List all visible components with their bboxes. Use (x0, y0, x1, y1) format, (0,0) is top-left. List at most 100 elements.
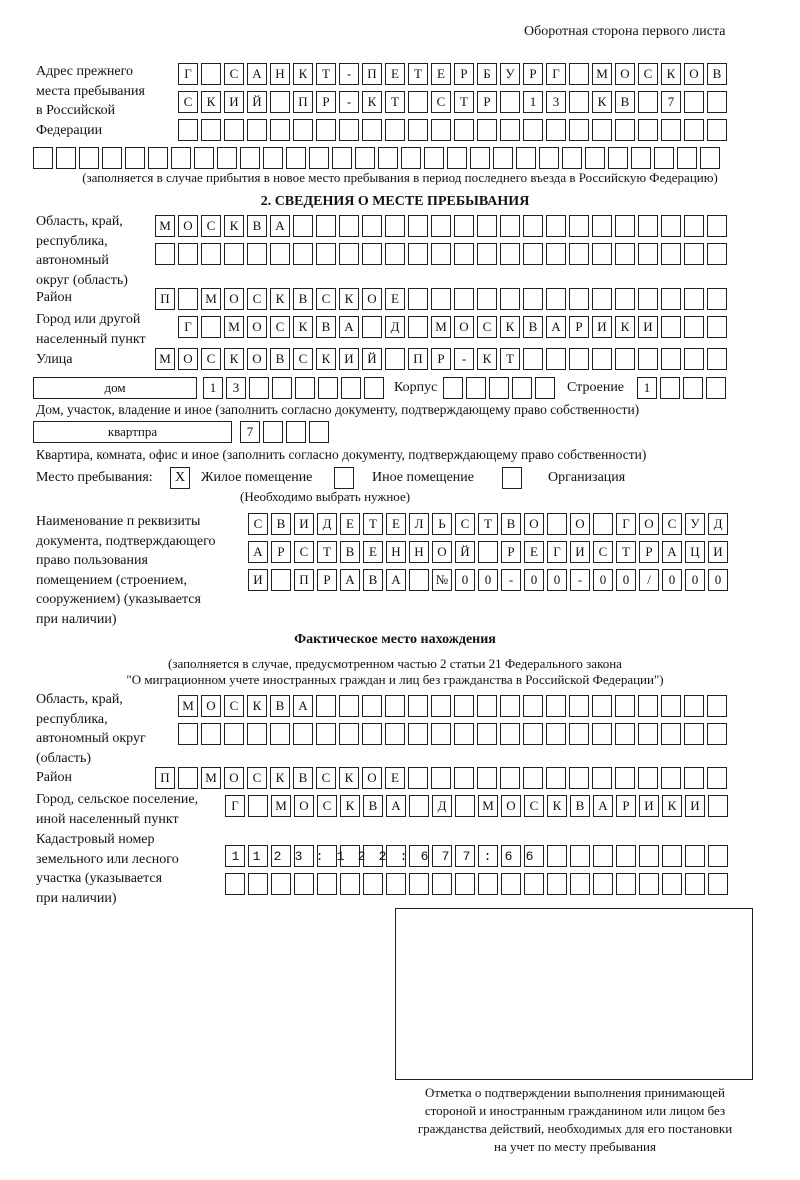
char-cell[interactable] (294, 845, 314, 867)
char-cell[interactable] (615, 288, 635, 310)
char-cell[interactable]: П (155, 767, 175, 789)
char-cell[interactable]: Й (455, 541, 475, 563)
char-cell[interactable] (500, 723, 520, 745)
char-cell[interactable] (408, 723, 428, 745)
char-cell[interactable] (523, 288, 543, 310)
char-cell[interactable]: О (247, 348, 267, 370)
char-cell[interactable]: В (340, 541, 360, 563)
char-cell[interactable] (454, 215, 474, 237)
char-cell[interactable] (615, 215, 635, 237)
char-cell[interactable] (178, 767, 198, 789)
char-cell[interactable] (385, 243, 405, 265)
char-cell[interactable] (615, 767, 635, 789)
char-cell[interactable]: А (270, 215, 290, 237)
char-cell[interactable]: Н (409, 541, 429, 563)
char-cell[interactable]: Е (524, 541, 544, 563)
char-cell[interactable] (454, 695, 474, 717)
char-cell[interactable]: 0 (708, 569, 728, 591)
char-cell[interactable]: С (477, 316, 497, 338)
char-cell[interactable]: О (501, 795, 521, 817)
char-cell[interactable] (569, 215, 589, 237)
char-cell[interactable] (362, 316, 382, 338)
char-cell[interactable] (339, 695, 359, 717)
char-cell[interactable]: Р (523, 63, 543, 85)
char-cell[interactable] (615, 243, 635, 265)
char-cell[interactable]: В (501, 513, 521, 535)
char-cell[interactable]: С (316, 288, 336, 310)
char-cell[interactable] (523, 243, 543, 265)
char-cell[interactable] (408, 215, 428, 237)
char-cell[interactable]: 0 (478, 569, 498, 591)
char-cell[interactable] (547, 873, 567, 895)
char-cell[interactable] (684, 91, 704, 113)
char-cell[interactable]: А (546, 316, 566, 338)
char-cell[interactable]: Т (616, 541, 636, 563)
char-cell[interactable]: К (247, 695, 267, 717)
char-cell[interactable]: М (431, 316, 451, 338)
char-cell[interactable]: С (224, 63, 244, 85)
char-cell[interactable] (523, 348, 543, 370)
char-cell[interactable]: Ь (432, 513, 452, 535)
char-cell[interactable] (570, 845, 590, 867)
char-cell[interactable] (661, 348, 681, 370)
char-cell[interactable] (455, 795, 475, 817)
char-cell[interactable]: А (662, 541, 682, 563)
char-cell[interactable]: Р (639, 541, 659, 563)
char-cell[interactable] (454, 767, 474, 789)
char-cell[interactable] (639, 845, 659, 867)
char-cell[interactable] (638, 695, 658, 717)
char-cell[interactable] (225, 873, 245, 895)
char-cell[interactable]: Т (408, 63, 428, 85)
char-cell[interactable]: В (570, 795, 590, 817)
char-cell[interactable] (569, 119, 589, 141)
char-cell[interactable]: П (155, 288, 175, 310)
char-cell[interactable] (569, 243, 589, 265)
char-cell[interactable]: К (270, 288, 290, 310)
char-cell[interactable]: К (293, 63, 313, 85)
char-cell[interactable]: В (293, 288, 313, 310)
char-cell[interactable] (569, 695, 589, 717)
char-cell[interactable]: Р (316, 91, 336, 113)
char-cell[interactable] (615, 695, 635, 717)
char-cell[interactable] (148, 147, 168, 169)
char-cell[interactable] (608, 147, 628, 169)
char-cell[interactable] (569, 767, 589, 789)
char-cell[interactable] (662, 873, 682, 895)
char-cell[interactable] (707, 767, 727, 789)
char-cell[interactable]: С (224, 695, 244, 717)
char-cell[interactable]: 1 (637, 377, 657, 399)
char-cell[interactable] (684, 348, 704, 370)
char-cell[interactable] (512, 377, 532, 399)
char-cell[interactable] (638, 348, 658, 370)
char-cell[interactable]: Г (546, 63, 566, 85)
char-cell[interactable]: 7 (240, 421, 260, 443)
char-cell[interactable] (639, 873, 659, 895)
char-cell[interactable]: Т (385, 91, 405, 113)
char-cell[interactable] (585, 147, 605, 169)
char-cell[interactable] (661, 215, 681, 237)
char-cell[interactable] (240, 147, 260, 169)
char-cell[interactable] (248, 873, 268, 895)
char-cell[interactable]: Р (271, 541, 291, 563)
char-cell[interactable]: К (339, 288, 359, 310)
char-cell[interactable] (309, 421, 329, 443)
char-cell[interactable] (478, 845, 498, 867)
char-cell[interactable]: О (178, 215, 198, 237)
char-cell[interactable] (707, 316, 727, 338)
char-cell[interactable] (477, 215, 497, 237)
char-cell[interactable] (546, 215, 566, 237)
char-cell[interactable] (385, 215, 405, 237)
char-cell[interactable]: 7 (661, 91, 681, 113)
char-cell[interactable] (249, 377, 269, 399)
char-cell[interactable] (477, 288, 497, 310)
char-cell[interactable] (470, 147, 490, 169)
char-cell[interactable] (455, 845, 475, 867)
char-cell[interactable] (341, 377, 361, 399)
char-cell[interactable]: В (363, 569, 383, 591)
